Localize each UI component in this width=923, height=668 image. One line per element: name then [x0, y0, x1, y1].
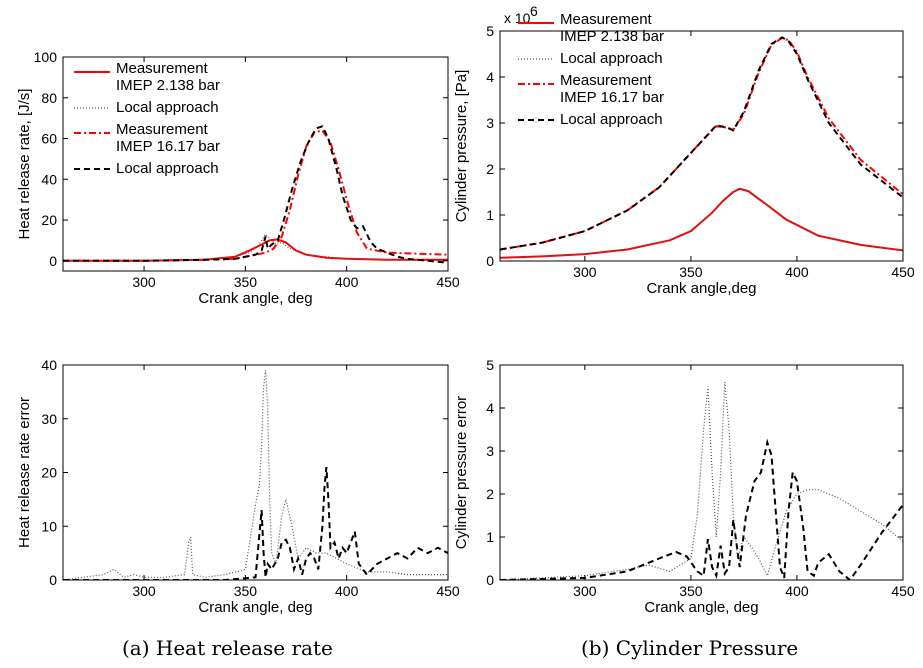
series-line-4: [63, 125, 448, 264]
axes-box: [62, 364, 449, 581]
y-axis-label: Cylinder pressure, [Pa]: [453, 70, 470, 223]
x-tick-label: 300: [132, 583, 156, 599]
panel-hrr: 300 350 400 450 0 20 40 60 80 100 Crank angle, deg…: [16, 49, 460, 307]
y-tick-label: 60: [41, 131, 57, 147]
legend-entry-3: Measurement: [560, 72, 653, 89]
series-line-2: [500, 187, 903, 259]
panel-hrr_error: 300 350 400 450 0 10 20 30 40 Crank angle, deg Hea…: [16, 357, 460, 616]
series-line-1: [500, 382, 903, 580]
legend-entry-1: IMEP 2.138 bar: [560, 28, 664, 45]
y-tick-label: 4: [486, 400, 494, 416]
series-line-2: [63, 467, 448, 580]
x-tick-label: 400: [335, 583, 359, 599]
axis-multiplier-exponent: 6: [530, 3, 538, 19]
y-tick-label: 3: [486, 443, 494, 459]
x-axis-label: Crank angle, deg: [198, 599, 312, 616]
series-line-1: [63, 238, 448, 262]
series-line-1: [500, 187, 903, 259]
x-tick-label: 450: [436, 274, 460, 290]
legend-entry-1: Measurement: [560, 11, 653, 28]
y-tick-label: 0: [49, 572, 57, 588]
x-tick-label: 350: [679, 583, 703, 599]
legend-entry-4: Local approach: [560, 111, 663, 128]
x-tick-label: 300: [573, 264, 597, 280]
caption-a: (a) Heat release rate: [122, 636, 333, 660]
caption-b: (b) Cylinder Pressure: [581, 636, 799, 660]
x-tick-label: 350: [679, 264, 703, 280]
y-axis-label: Heat release rate error: [16, 397, 33, 548]
x-axis-label: Crank angle, deg: [644, 599, 758, 616]
axes-box: [499, 30, 904, 262]
y-tick-label: 40: [41, 171, 57, 187]
y-tick-label: 0: [49, 253, 57, 269]
x-tick-label: 450: [891, 264, 915, 280]
y-tick-label: 30: [41, 411, 57, 427]
legend-entry-4: Local approach: [116, 160, 219, 177]
x-tick-label: 300: [132, 274, 156, 290]
y-tick-label: 5: [486, 357, 494, 373]
y-tick-label: 20: [41, 212, 57, 228]
axes-box: [499, 364, 904, 581]
panel-pressure_error: 300 350 400 450 0 1 2 3 4 5 Crank angle, deg Cylind…: [453, 357, 915, 616]
x-axis-label: Crank angle, deg: [198, 290, 312, 307]
series-line-2: [63, 233, 448, 262]
y-tick-label: 10: [41, 518, 57, 534]
y-tick-label: 3: [486, 115, 494, 131]
x-tick-label: 400: [785, 264, 809, 280]
y-tick-label: 2: [486, 486, 494, 502]
y-tick-label: 0: [486, 253, 494, 269]
y-tick-label: 2: [486, 161, 494, 177]
x-tick-label: 400: [785, 583, 809, 599]
panel-pressure: 300 350 400 450 0 1 2 3 4 5 Crank angle,deg Cylinde…: [453, 3, 915, 297]
x-tick-label: 450: [436, 583, 460, 599]
legend-entry-1: IMEP 2.138 bar: [116, 77, 220, 94]
legend-entry-2: Local approach: [560, 50, 663, 67]
y-tick-label: 0: [486, 572, 494, 588]
legend-entry-2: Local approach: [116, 99, 219, 116]
y-tick-label: 20: [41, 465, 57, 481]
y-tick-label: 1: [486, 207, 494, 223]
x-tick-label: 350: [234, 274, 258, 290]
y-tick-label: 4: [486, 69, 494, 85]
legend-entry-3: IMEP 16.17 bar: [116, 138, 220, 155]
x-tick-label: 350: [234, 583, 258, 599]
y-axis-label: Heat release rate, [J/s]: [16, 89, 33, 240]
y-tick-label: 1: [486, 529, 494, 545]
axes-box: [62, 56, 449, 272]
legend-entry-1: Measurement: [116, 60, 209, 77]
y-axis-label: Cylinder pressure error: [453, 396, 470, 549]
y-tick-label: 40: [41, 357, 57, 373]
x-tick-label: 450: [891, 583, 915, 599]
series-line-1: [63, 370, 448, 580]
x-tick-label: 300: [573, 583, 597, 599]
series-line-2: [500, 438, 903, 580]
y-tick-label: 80: [41, 90, 57, 106]
legend-entry-3: Measurement: [116, 121, 209, 138]
series-line-4: [500, 36, 903, 251]
x-tick-label: 400: [335, 274, 359, 290]
y-tick-label: 100: [34, 49, 58, 65]
x-axis-label: Crank angle,deg: [646, 280, 756, 297]
legend-entry-3: IMEP 16.17 bar: [560, 89, 664, 106]
y-tick-label: 5: [486, 23, 494, 39]
series-line-3: [500, 36, 903, 251]
